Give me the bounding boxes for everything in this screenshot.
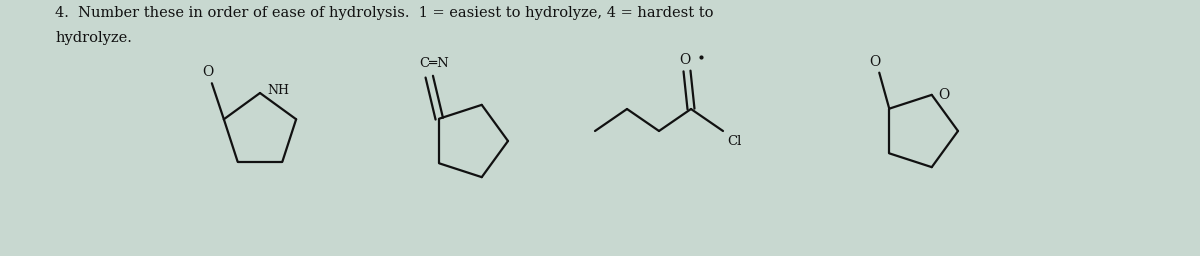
Text: 4.  Number these in order of ease of hydrolysis.  1 = easiest to hydrolyze, 4 = : 4. Number these in order of ease of hydr… (55, 6, 714, 20)
Text: hydrolyze.: hydrolyze. (55, 31, 132, 45)
Text: O: O (203, 65, 214, 79)
Text: O: O (938, 88, 950, 102)
Text: C═N: C═N (419, 57, 449, 70)
Text: O: O (870, 55, 881, 69)
Text: NH: NH (266, 84, 289, 98)
Text: Cl: Cl (727, 135, 742, 148)
Text: O: O (679, 53, 691, 67)
